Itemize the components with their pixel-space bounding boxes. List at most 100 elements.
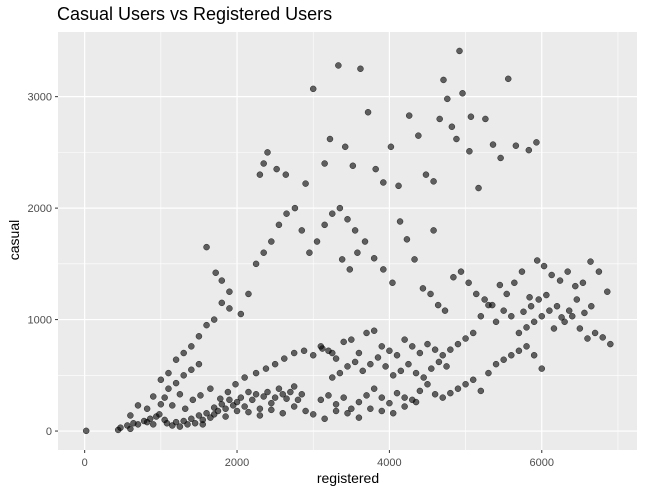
data-point (134, 421, 142, 428)
data-point (372, 165, 379, 173)
data-point (489, 141, 497, 148)
data-point (363, 392, 370, 399)
data-point (361, 238, 369, 245)
data-point (397, 367, 405, 375)
data-point (290, 349, 298, 357)
data-point (492, 360, 500, 368)
data-point (268, 238, 275, 245)
data-point (485, 301, 492, 309)
data-point (348, 405, 355, 413)
data-point (181, 405, 189, 413)
data-point (412, 398, 420, 406)
data-point (165, 369, 172, 377)
data-point (325, 392, 332, 399)
data-point (431, 346, 439, 353)
data-point (279, 409, 286, 417)
data-point (207, 385, 214, 392)
data-point (416, 349, 424, 357)
data-point (374, 354, 382, 361)
data-point (335, 62, 342, 69)
data-point (482, 115, 489, 123)
data-point (226, 396, 233, 404)
data-point (340, 394, 347, 401)
data-point (338, 256, 346, 263)
data-point (380, 179, 387, 186)
data-point (321, 160, 328, 167)
data-point (481, 296, 488, 303)
data-point (401, 403, 408, 410)
data-point (430, 178, 437, 185)
data-point (291, 204, 299, 212)
data-point (535, 296, 542, 303)
data-point (380, 266, 387, 273)
data-point (325, 347, 332, 355)
data-point (396, 218, 404, 225)
data-point (222, 413, 229, 420)
data-point (237, 394, 245, 401)
data-point (530, 352, 538, 359)
data-point (533, 257, 541, 264)
data-point (351, 358, 359, 366)
data-point (199, 421, 206, 428)
data-point (403, 236, 411, 243)
data-point (172, 356, 180, 363)
data-point (599, 334, 606, 341)
data-point (298, 227, 306, 234)
data-point (520, 308, 527, 316)
data-point (203, 321, 210, 329)
data-point (348, 336, 355, 343)
data-point (450, 273, 457, 281)
data-point (256, 405, 264, 413)
data-point (462, 335, 469, 342)
data-point (511, 279, 518, 287)
data-point (556, 277, 564, 284)
data-point (302, 407, 309, 415)
data-point (500, 307, 507, 314)
data-point (477, 312, 485, 320)
data-point (157, 376, 165, 384)
data-point (561, 318, 568, 326)
data-point (533, 139, 540, 146)
data-point (416, 387, 424, 395)
data-point (568, 312, 576, 320)
data-point (275, 221, 283, 229)
data-point (146, 415, 154, 423)
data-point (386, 399, 393, 407)
data-point (424, 340, 431, 348)
data-point (525, 146, 533, 154)
data-point (282, 171, 290, 178)
data-point (210, 316, 218, 323)
data-point (576, 325, 584, 332)
data-point (459, 90, 466, 97)
data-point (457, 268, 465, 275)
data-point (546, 307, 553, 314)
data-point (465, 279, 472, 287)
data-point (271, 394, 279, 401)
data-point (453, 135, 460, 143)
data-point (370, 255, 378, 262)
data-point (349, 162, 357, 170)
y-tick-label: 2000 (28, 203, 52, 215)
data-point (283, 395, 290, 402)
data-point (218, 299, 226, 307)
data-point (180, 349, 187, 357)
data-point (523, 343, 530, 350)
data-point (351, 227, 359, 234)
data-point (436, 115, 443, 123)
data-point (172, 379, 180, 387)
data-point (212, 269, 219, 277)
data-point (256, 412, 264, 419)
data-point (344, 216, 351, 223)
data-point (226, 305, 233, 312)
data-point (364, 109, 372, 116)
data-point (527, 302, 535, 310)
data-point (415, 132, 422, 139)
data-point (467, 113, 475, 120)
data-point (317, 396, 325, 404)
data-point (188, 343, 195, 350)
data-point (419, 285, 427, 292)
data-point (260, 249, 267, 256)
data-point (588, 302, 595, 310)
data-point (448, 123, 456, 130)
data-point (127, 425, 134, 433)
